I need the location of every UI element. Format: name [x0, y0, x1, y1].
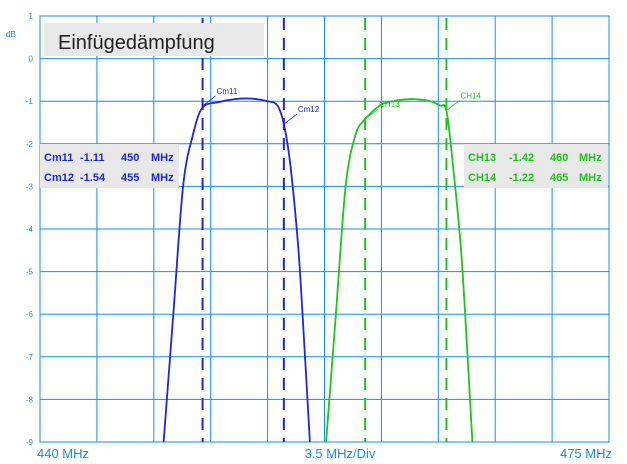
y-tick-label: -3 [26, 182, 34, 191]
marker-table-right [464, 144, 608, 188]
y-tick-label: -1 [26, 97, 34, 106]
marker-table-cell: -1.54 [80, 172, 106, 184]
marker-table-cell: 450 [121, 152, 139, 164]
marker-leader [446, 100, 460, 111]
y-axis-ticks: 1 0 -1 -2 -3 -4 -5 -6 -7 -8 -9 [26, 12, 34, 447]
marker-table-cell: -1.22 [509, 172, 534, 184]
marker-lines [201, 18, 448, 442]
x-axis-label-right: 475 MHz [560, 446, 612, 461]
marker-tables: Cm11 -1.11 450 MHz Cm12 -1.54 455 MHz CH13 -1.42 4… [40, 144, 608, 188]
marker-label-ch14: CH14 [460, 92, 481, 101]
grid [39, 15, 610, 443]
marker-table-cell: CH13 [468, 152, 496, 164]
y-tick-label: 0 [29, 55, 34, 64]
marker-table-cell: 465 [550, 172, 568, 184]
marker-table-cell: Cm11 [44, 152, 73, 164]
x-axis-label-center: 3.5 MHz/Div [305, 446, 376, 461]
marker-table-left [40, 144, 179, 188]
x-axis-label-left: 440 MHz [37, 446, 89, 461]
y-axis-unit-label: dB [6, 30, 16, 39]
marker-label-cm11: Cm11 [217, 87, 238, 96]
marker-table-cell: -1.42 [509, 152, 534, 164]
marker-table-cell: MHz [151, 152, 174, 164]
y-tick-label: -8 [26, 395, 34, 404]
marker-table-cell: MHz [151, 172, 174, 184]
marker-label-cm12: Cm12 [298, 105, 320, 114]
y-tick-label: -6 [26, 310, 34, 319]
marker-labels: Cm11 Cm12 CH13 CH14 [202, 87, 481, 125]
marker-table-cell: 455 [121, 172, 139, 184]
x-axis-labels: 440 MHz 3.5 MHz/Div 475 MHz [37, 446, 612, 461]
y-tick-label: -5 [26, 268, 34, 277]
series-curve-2 [325, 98, 474, 443]
y-tick-label: -7 [26, 353, 34, 362]
marker-table-cell: 460 [550, 152, 568, 164]
marker-leader [283, 113, 298, 125]
y-tick-label: -4 [26, 225, 34, 234]
marker-leader [202, 95, 216, 107]
marker-label-ch13: CH13 [379, 100, 400, 109]
y-tick-label: -2 [26, 140, 34, 149]
curves [162, 97, 474, 443]
marker-table-cell: MHz [579, 172, 602, 184]
y-tick-label: 1 [29, 12, 34, 21]
marker-table-cell: Cm12 [44, 172, 74, 184]
title-box: Einfügedämpfung [44, 23, 264, 56]
marker-table-cell: CH14 [468, 172, 497, 184]
chart-title: Einfügedämpfung [58, 32, 215, 54]
marker-leader [364, 108, 379, 120]
y-tick-label: -9 [26, 438, 34, 447]
series-curve-1 [162, 97, 311, 443]
marker-table-cell: MHz [579, 152, 602, 164]
marker-table-cell: -1.11 [80, 152, 104, 164]
